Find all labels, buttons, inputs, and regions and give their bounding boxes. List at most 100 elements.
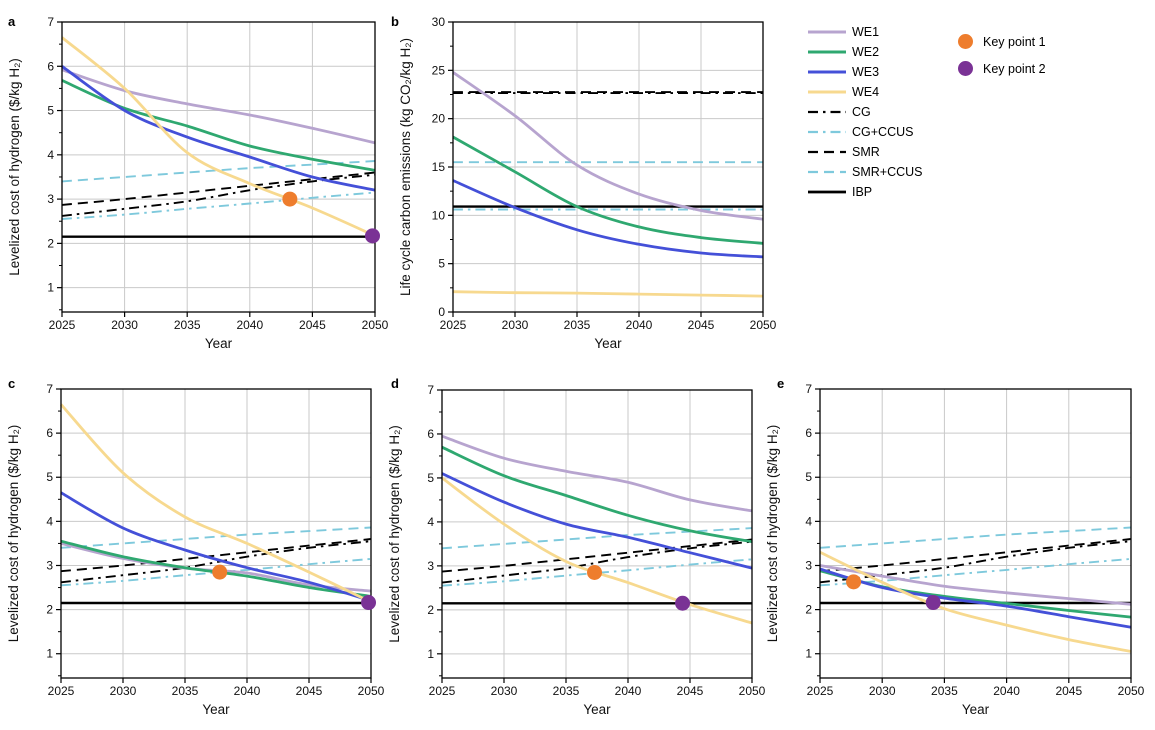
y-tick-label: 5 bbox=[47, 104, 54, 118]
x-tick-label: 2040 bbox=[615, 684, 642, 698]
legend-label-SMR: SMR bbox=[852, 145, 880, 159]
x-tick-label: 2040 bbox=[236, 318, 263, 332]
legend-item-SMR+CCUS: SMR+CCUS bbox=[806, 162, 923, 182]
panel-label-c: c bbox=[8, 376, 16, 391]
y-tick-label: 30 bbox=[432, 15, 446, 29]
series-WE1-line bbox=[452, 71, 764, 221]
x-tick-label: 2030 bbox=[111, 318, 138, 332]
keypoint-2-marker bbox=[925, 595, 941, 611]
y-tick-label: 3 bbox=[46, 558, 53, 572]
y-axis-title: Life cycle carbon emissions (kg CO₂/kg H… bbox=[398, 38, 413, 296]
y-axis-title: Levelized cost of hydrogen ($/kg H₂) bbox=[7, 58, 22, 276]
y-tick-label: 2 bbox=[427, 603, 434, 617]
panel-label-e: e bbox=[777, 376, 785, 391]
y-tick-label: 5 bbox=[46, 470, 53, 484]
keypoint-legend-item-1: Key point 1 bbox=[958, 28, 1046, 55]
x-axis-title: Year bbox=[583, 702, 611, 717]
series-WE3-line bbox=[60, 491, 372, 603]
legend-label-CG: CG bbox=[852, 105, 871, 119]
series-WE4-line bbox=[441, 476, 753, 625]
y-tick-label: 3 bbox=[47, 192, 54, 206]
plot-frame bbox=[60, 388, 372, 679]
y-tick-label: 25 bbox=[432, 63, 446, 77]
legend-item-WE3: WE3 bbox=[806, 62, 923, 82]
y-tick-label: 7 bbox=[46, 382, 53, 396]
y-tick-label: 10 bbox=[432, 208, 446, 222]
y-tick-label: 6 bbox=[47, 59, 54, 73]
keypoint-1-marker bbox=[587, 564, 603, 580]
keypoint-2-marker bbox=[675, 595, 691, 611]
x-axis-title: Year bbox=[594, 336, 622, 351]
series-WE4-line bbox=[59, 403, 372, 604]
legend-line-sample-WE3 bbox=[808, 70, 846, 74]
legend-label-WE4: WE4 bbox=[852, 85, 880, 99]
series-WE3-line bbox=[441, 472, 753, 570]
y-tick-label: 3 bbox=[427, 559, 434, 573]
legend: WE1 WE2 WE3 WE4 CG CG+CCUS SMR SMR+CCUS IBP bbox=[806, 22, 923, 202]
series-SMR+CCUS-line bbox=[60, 526, 372, 549]
x-tick-label: 2040 bbox=[993, 684, 1020, 698]
legend-item-CG+CCUS: CG+CCUS bbox=[806, 122, 923, 142]
y-tick-label: 7 bbox=[47, 15, 54, 29]
y-axis-title: Levelized cost of hydrogen ($/kg H₂) bbox=[765, 425, 780, 643]
panel-label-b: b bbox=[391, 14, 399, 29]
series-WE4-line bbox=[452, 290, 764, 298]
x-tick-label: 2035 bbox=[564, 318, 591, 332]
keypoint-legend-label-2: Key point 2 bbox=[983, 61, 1046, 76]
y-tick-label: 4 bbox=[46, 514, 53, 528]
y-tick-label: 4 bbox=[427, 515, 434, 529]
panel-label-d: d bbox=[391, 376, 399, 391]
series-CG+CCUS-line bbox=[441, 558, 753, 587]
x-tick-label: 2030 bbox=[110, 684, 137, 698]
x-tick-label: 2040 bbox=[234, 684, 261, 698]
y-tick-label: 3 bbox=[805, 558, 812, 572]
plot-frame bbox=[452, 21, 764, 313]
x-tick-label: 2035 bbox=[174, 318, 201, 332]
legend-line-sample-CG+CCUS bbox=[808, 130, 846, 134]
legend-line-sample-SMR+CCUS bbox=[808, 170, 846, 174]
keypoint-legend-label-1: Key point 1 bbox=[983, 34, 1046, 49]
series-CG-line bbox=[60, 540, 372, 584]
plot-frame bbox=[441, 389, 753, 679]
series-CG+CCUS-line bbox=[60, 557, 372, 587]
y-tick-label: 4 bbox=[805, 514, 812, 528]
legend-item-IBP: IBP bbox=[806, 182, 923, 202]
legend-item-WE4: WE4 bbox=[806, 82, 923, 102]
x-tick-label: 2035 bbox=[553, 684, 580, 698]
x-tick-label: 2045 bbox=[688, 318, 715, 332]
series-SMR+CCUS-line bbox=[61, 160, 376, 183]
legend-item-CG: CG bbox=[806, 102, 923, 122]
x-tick-label: 2040 bbox=[626, 318, 653, 332]
panel-b-chart: 2025 2030 2035 2040 2045 2050051015202530Year… bbox=[398, 15, 777, 351]
x-tick-label: 2050 bbox=[750, 318, 777, 332]
series-WE1-line bbox=[819, 564, 1132, 606]
series-CG+CCUS-line bbox=[61, 191, 376, 220]
series-WE3-line bbox=[61, 65, 376, 192]
x-tick-label: 2050 bbox=[1118, 684, 1145, 698]
keypoint-2-marker bbox=[361, 595, 377, 611]
series-SMR-line bbox=[819, 538, 1132, 573]
y-axis-title: Levelized cost of hydrogen ($/kg H₂) bbox=[6, 425, 21, 643]
legend-item-WE1: WE1 bbox=[806, 22, 923, 42]
legend-label-WE3: WE3 bbox=[852, 65, 880, 79]
series-WE2-line bbox=[441, 445, 753, 544]
legend-line-sample-SMR bbox=[808, 150, 846, 154]
x-tick-label: 2025 bbox=[49, 318, 76, 332]
y-axis-title: Levelized cost of hydrogen ($/kg H₂) bbox=[387, 425, 402, 643]
x-tick-label: 2030 bbox=[502, 318, 529, 332]
x-axis-title: Year bbox=[205, 336, 233, 351]
y-tick-label: 6 bbox=[427, 427, 434, 441]
series-WE2-line bbox=[61, 79, 376, 172]
keypoint-legend: Key point 1 Key point 2 bbox=[958, 28, 1046, 82]
series-CG+CCUS-line bbox=[819, 557, 1132, 587]
y-tick-label: 6 bbox=[805, 426, 812, 440]
series-SMR-line bbox=[441, 538, 753, 573]
series-CG-line bbox=[819, 540, 1132, 584]
x-tick-label: 2025 bbox=[48, 684, 75, 698]
series-WE1-line bbox=[61, 68, 376, 145]
y-tick-label: 2 bbox=[47, 236, 54, 250]
legend-line-sample-IBP bbox=[808, 190, 846, 194]
legend-label-WE1: WE1 bbox=[852, 25, 880, 39]
legend-line-sample-WE2 bbox=[808, 50, 846, 54]
series-WE4-line bbox=[61, 36, 376, 238]
